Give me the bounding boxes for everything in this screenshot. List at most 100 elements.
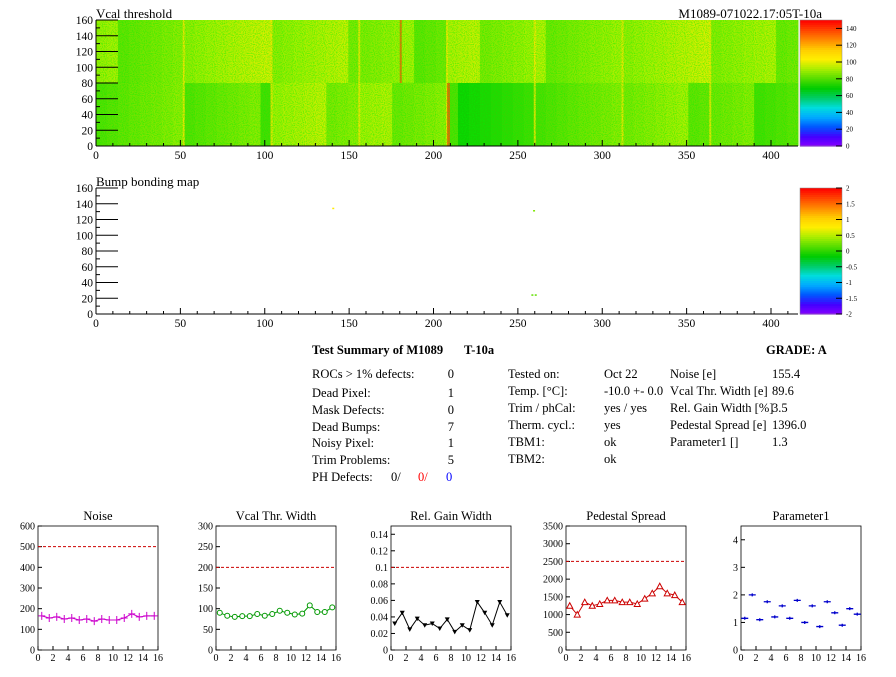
colorscale-segment xyxy=(800,276,842,279)
y-tick-label: 100 xyxy=(198,604,213,615)
x-tick-label: 8 xyxy=(449,653,454,664)
x-tick-label: 350 xyxy=(678,150,696,162)
y-tick-label: 200 xyxy=(198,563,213,574)
x-tick-label: 200 xyxy=(425,318,443,330)
x-tick-label: 0 xyxy=(389,653,394,664)
roc-texture xyxy=(534,83,623,146)
colorscale-label: 120 xyxy=(846,42,857,50)
data-point xyxy=(120,613,128,622)
data-point xyxy=(504,613,510,618)
roc-texture xyxy=(710,20,798,83)
colorscale-label: 0.5 xyxy=(846,232,855,240)
x-tick-label: 300 xyxy=(594,150,612,162)
data-point xyxy=(143,611,151,620)
data-point xyxy=(580,598,589,606)
colorscale-segment xyxy=(800,227,842,231)
colorscale-label: -1.5 xyxy=(846,295,858,303)
roc-texture xyxy=(710,83,798,146)
data-point xyxy=(444,617,450,622)
x-tick-label: 14 xyxy=(138,653,148,664)
colorscale-segment xyxy=(800,24,842,27)
colorscale-segment xyxy=(800,204,842,208)
y-tick-label: 80 xyxy=(82,246,94,258)
colorscale-label: -0.5 xyxy=(846,263,858,271)
colorscale-segment xyxy=(800,51,842,55)
y-tick-label: 200 xyxy=(20,604,35,615)
data-point xyxy=(846,607,854,611)
y-tick-label: 0.04 xyxy=(371,612,389,623)
colorscale-segment xyxy=(800,106,842,109)
data-point xyxy=(474,600,480,605)
data-point xyxy=(808,604,816,608)
data-point xyxy=(633,599,642,607)
y-tick-label: 600 xyxy=(20,522,35,533)
data-point xyxy=(314,608,321,615)
colorscale-segment xyxy=(800,206,842,210)
colorscale-segment xyxy=(800,68,842,71)
y-tick-label: 0 xyxy=(87,309,93,321)
colorscale-segment xyxy=(800,143,842,147)
bump-bonding-map: Bump bonding map 0 50 100 150 200 250 300 350 40… xyxy=(76,174,858,330)
colorscale-segment xyxy=(800,286,842,290)
colorscale-segment xyxy=(800,282,842,286)
y-tick-label: 100 xyxy=(76,230,94,242)
colorscale-segment xyxy=(800,253,842,256)
colorscale-label: 1.5 xyxy=(846,200,855,208)
colorscale-segment xyxy=(800,133,842,137)
vcal-threshold-title: Vcal threshold xyxy=(96,6,173,21)
y-tick-label: 2 xyxy=(733,590,738,601)
x-tick-label: 0 xyxy=(36,653,41,664)
x-tick-label: 300 xyxy=(594,318,612,330)
colorscale-segment xyxy=(800,141,842,145)
roc-texture xyxy=(534,20,623,83)
colorscale-segment xyxy=(800,118,842,122)
colorscale-segment xyxy=(800,85,842,88)
y-tick-label: 160 xyxy=(76,183,94,195)
colorscale-label: 40 xyxy=(846,109,854,117)
data-point xyxy=(838,623,846,627)
data-point xyxy=(128,609,136,618)
x-tick-label: 150 xyxy=(341,150,359,162)
data-point xyxy=(771,615,779,619)
colorscale-segment xyxy=(800,47,842,50)
data-point xyxy=(482,610,488,616)
colorscale-segment xyxy=(800,290,842,294)
x-tick-label: 50 xyxy=(175,150,187,162)
data-point xyxy=(224,612,231,619)
x-tick-label: 0 xyxy=(214,653,219,664)
colorscale-segment xyxy=(800,26,842,29)
colorscale-segment xyxy=(800,236,842,239)
plot-title: Pedestal Spread xyxy=(586,509,666,523)
colorscale-segment xyxy=(800,192,842,195)
series-line xyxy=(569,585,683,616)
colorscale-segment xyxy=(800,34,842,38)
colorscale-segment xyxy=(800,269,842,273)
data-point xyxy=(231,613,238,620)
data-point xyxy=(741,616,749,620)
colorscale-segment xyxy=(800,110,842,113)
data-point xyxy=(670,591,679,599)
colorscale-segment xyxy=(800,259,842,263)
colorscale-segment xyxy=(800,263,842,267)
roc-summary-plot: Rel. Gain Width 0 0.02 0.04 0.06 0.08 0.1 0.12 0… xyxy=(371,509,517,664)
x-tick-label: 12 xyxy=(123,653,133,664)
x-tick-label: 16 xyxy=(506,653,516,664)
module-id-label: M1089-071022.17:05T-10a xyxy=(678,6,822,21)
x-tick-label: 0 xyxy=(564,653,569,664)
x-tick-label: 14 xyxy=(491,653,501,664)
colorscale-segment xyxy=(800,55,842,59)
colorscale-segment xyxy=(800,64,842,67)
data-point xyxy=(414,616,420,622)
data-point xyxy=(60,615,68,623)
data-point xyxy=(603,596,612,604)
x-tick-label: 0 xyxy=(93,318,99,330)
y-tick-label: 500 xyxy=(20,542,35,553)
colorscale-segment xyxy=(800,202,842,206)
data-point xyxy=(407,627,413,632)
colorscale-segment xyxy=(800,265,842,269)
data-point xyxy=(83,615,91,623)
roc-texture xyxy=(271,83,360,146)
colorscale-segment xyxy=(800,261,842,265)
colorscale-label: 0 xyxy=(846,143,850,151)
